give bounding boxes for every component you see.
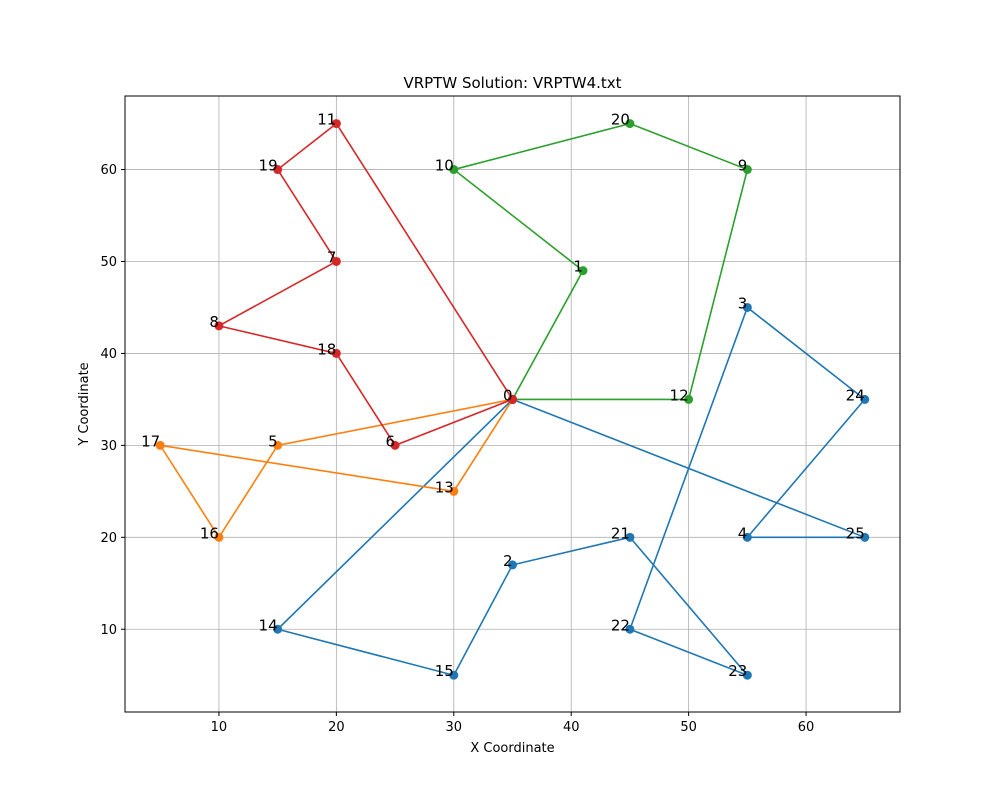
route-3-point xyxy=(742,165,752,175)
node-label: 0 xyxy=(503,386,513,404)
x-tick-label: 60 xyxy=(798,720,815,735)
route-4-point xyxy=(331,348,341,358)
node-label: 19 xyxy=(259,157,278,175)
y-tick-label: 40 xyxy=(100,347,117,362)
chart-title: VRPTW Solution: VRPTW4.txt xyxy=(403,74,621,92)
route-3-point xyxy=(625,119,635,129)
route-1-point xyxy=(742,670,752,680)
point-layer xyxy=(155,119,870,680)
route-1-point xyxy=(508,560,517,570)
node-label: 3 xyxy=(738,294,748,312)
node-label: 11 xyxy=(317,111,336,129)
x-axis-label: X Coordinate xyxy=(470,741,554,756)
plot-frame xyxy=(124,95,901,713)
route-1-point xyxy=(273,624,283,634)
route-4-point xyxy=(273,165,283,175)
route-1-point xyxy=(860,532,870,542)
route-4-point xyxy=(331,256,341,266)
node-label: 15 xyxy=(435,662,454,680)
route-1-point xyxy=(449,670,459,680)
route-3-point xyxy=(449,165,459,175)
route-1-point xyxy=(742,532,752,542)
node-label: 17 xyxy=(141,432,160,450)
node-label: 1 xyxy=(573,258,583,276)
node-label: 4 xyxy=(738,524,748,542)
node-label: 5 xyxy=(268,432,278,450)
x-tick-label: 50 xyxy=(680,720,697,735)
route-2-point xyxy=(449,486,459,496)
y-tick-label: 60 xyxy=(100,163,117,178)
route-3-point xyxy=(578,266,588,276)
route-line-2 xyxy=(158,398,514,539)
node-label: 12 xyxy=(670,386,689,404)
node-label: 21 xyxy=(611,524,630,542)
node-label: 25 xyxy=(846,524,865,542)
node-label: 14 xyxy=(259,616,278,634)
route-1-point xyxy=(860,394,870,404)
y-tick-label: 30 xyxy=(100,439,117,454)
y-tick-label: 10 xyxy=(100,623,117,638)
route-line-4 xyxy=(216,122,514,447)
grid-layer xyxy=(125,96,900,712)
node-label: 16 xyxy=(200,524,219,542)
route-4-point xyxy=(331,119,341,129)
x-tick-label: 10 xyxy=(211,720,228,735)
node-label: 22 xyxy=(611,616,630,634)
node-label: 2 xyxy=(503,552,513,570)
node-label: 20 xyxy=(611,111,630,129)
node-label: 10 xyxy=(435,157,454,175)
route-4-point xyxy=(214,321,224,331)
y-axis-label: Y Coordinate xyxy=(77,362,92,446)
x-tick-label: 40 xyxy=(563,720,580,735)
y-tick-label: 20 xyxy=(100,531,117,546)
node-label: 24 xyxy=(846,386,865,404)
node-label: 8 xyxy=(209,313,219,331)
node-label: 13 xyxy=(435,478,454,496)
route-2-point xyxy=(155,440,165,450)
route-2-point xyxy=(273,440,283,450)
node-label: 9 xyxy=(738,157,748,175)
node-label: 23 xyxy=(728,662,747,680)
node-label: 18 xyxy=(317,340,336,358)
route-1-point xyxy=(625,624,635,634)
route-1-point xyxy=(742,302,752,312)
x-tick-label: 30 xyxy=(446,720,463,735)
route-4-point xyxy=(508,394,517,404)
route-3-point xyxy=(684,394,694,404)
route-4-point xyxy=(390,440,400,450)
route-2-point xyxy=(214,532,224,542)
node-label: 7 xyxy=(327,248,337,266)
route-line-1 xyxy=(276,306,866,677)
route-1-point xyxy=(625,532,635,542)
node-label: 6 xyxy=(386,432,396,450)
x-tick-label: 20 xyxy=(328,720,345,735)
y-tick-label: 50 xyxy=(100,255,117,270)
